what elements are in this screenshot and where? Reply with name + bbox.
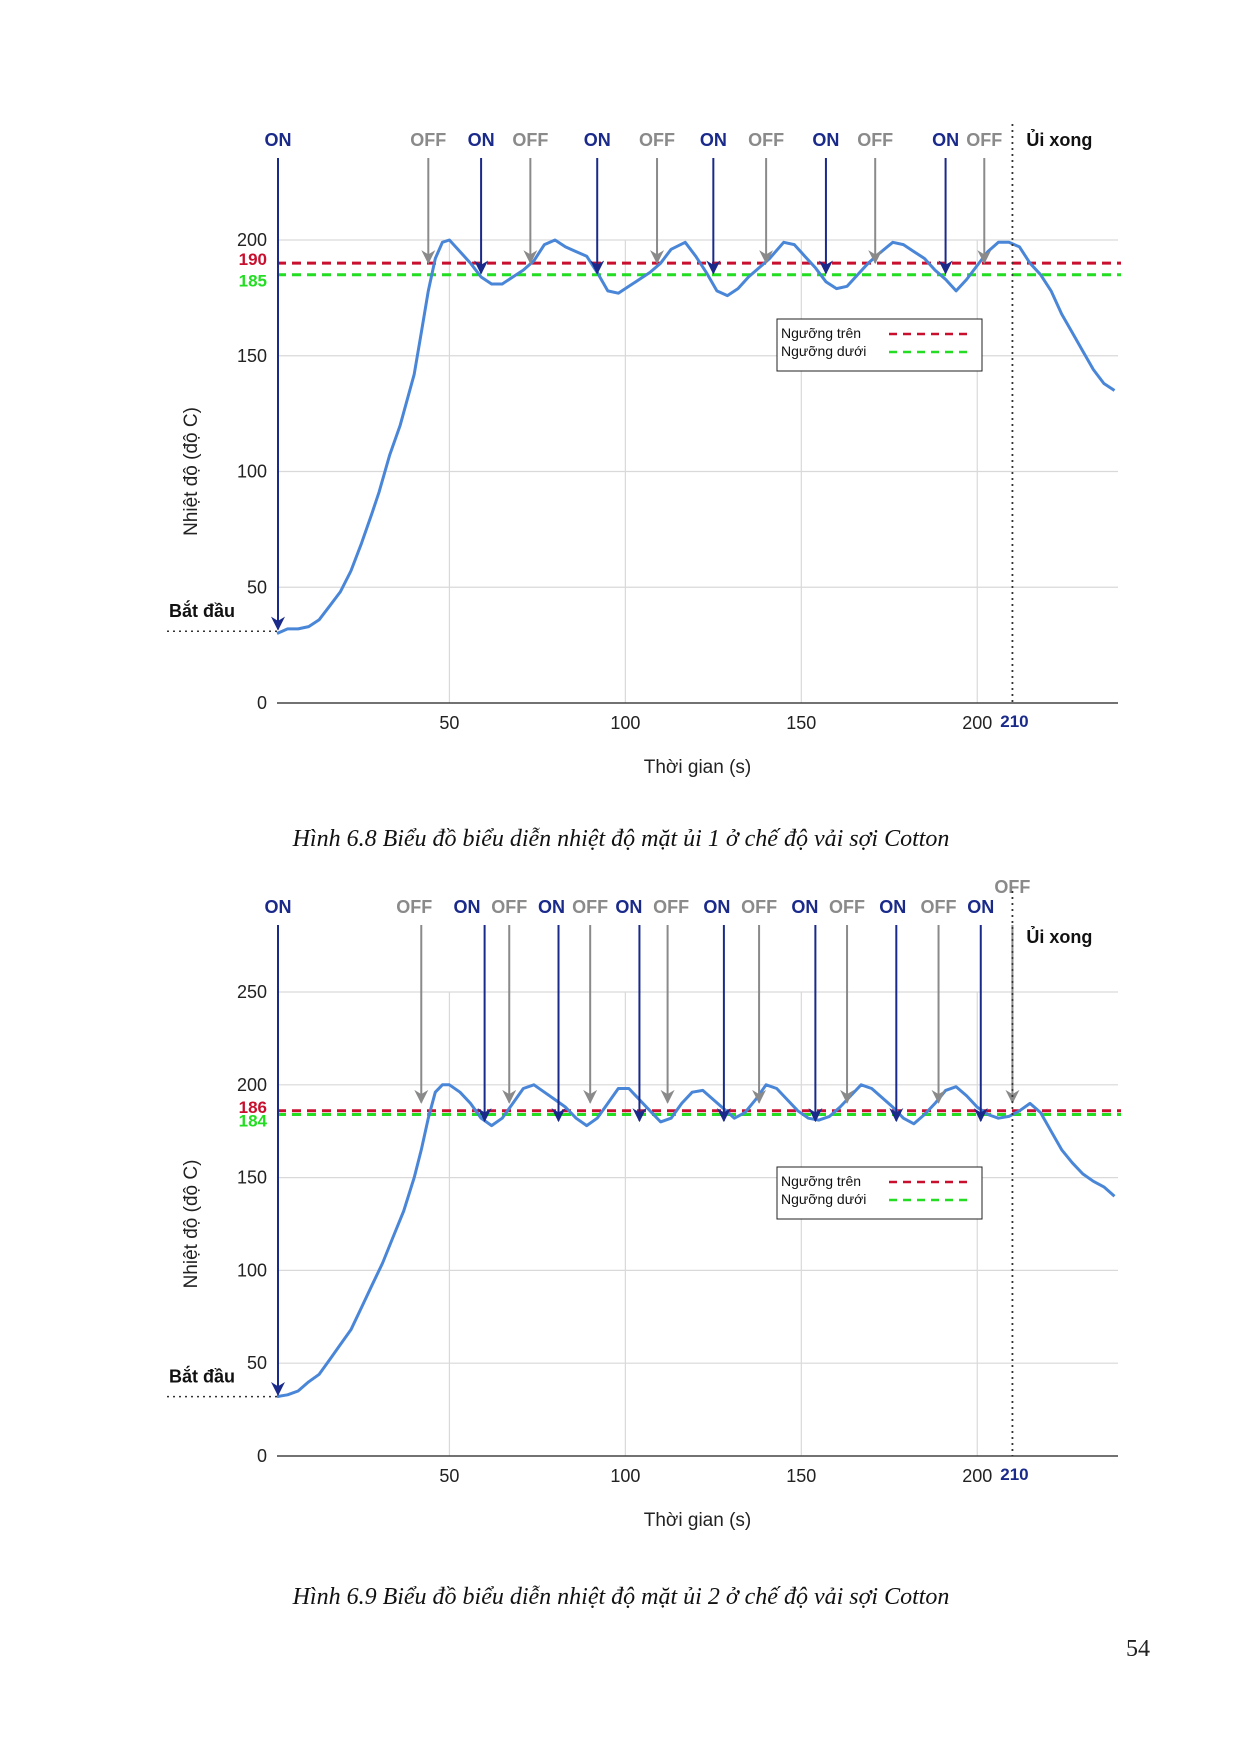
event-label-off: OFF	[994, 877, 1030, 897]
finish-label: Ủi xong	[1026, 129, 1092, 150]
event-label-on: ON	[584, 130, 611, 150]
temperature-curve	[276, 1083, 1116, 1399]
event-label-off: OFF	[857, 130, 893, 150]
legend: Ngưỡng trên Ngưỡng dưới	[776, 1166, 983, 1220]
legend-box	[776, 318, 983, 372]
event-label-off: OFF	[748, 130, 784, 150]
y-tick-label: 150	[237, 346, 267, 366]
y-tick-label: 150	[237, 1168, 267, 1188]
y-tick-label: 0	[257, 693, 267, 713]
end-time-label: 210	[1000, 1465, 1028, 1484]
legend-upper-label: Ngưỡng trên	[781, 1173, 861, 1189]
temperature-curve	[276, 238, 1116, 635]
event-label-on: ON	[615, 897, 642, 917]
x-tick-label: 200	[962, 1466, 992, 1486]
legend-box	[776, 1166, 983, 1220]
finish-label: Ủi xong	[1026, 926, 1092, 947]
y-tick-label: 50	[247, 1353, 267, 1373]
event-label-off: OFF	[512, 130, 548, 150]
lower-threshold-label: 184	[239, 1111, 268, 1130]
event-label-on: ON	[468, 130, 495, 150]
page-number: 54	[1126, 1636, 1150, 1662]
figure-caption-6-9: Hình 6.9 Biểu đồ biểu diễn nhiệt độ mặt …	[292, 1584, 950, 1610]
event-label-on: ON	[879, 897, 906, 917]
legend-upper-label: Ngưỡng trên	[781, 325, 861, 341]
legend-lower-label: Ngưỡng dưới	[781, 343, 866, 359]
chart-figure-6-9: 0 50 100 150 200 250 50 100 150 200 Thời gian (s) N…	[167, 877, 1121, 1531]
event-label-on: ON	[454, 897, 481, 917]
start-label: Bắt đầu	[169, 600, 235, 621]
legend: Ngưỡng trên Ngưỡng dưới	[776, 318, 983, 372]
y-tick-label: 0	[257, 1446, 267, 1466]
event-label-off: OFF	[410, 130, 446, 150]
x-tick-label: 150	[786, 713, 816, 733]
event-label-off: OFF	[639, 130, 675, 150]
legend-lower-label: Ngưỡng dưới	[781, 1191, 866, 1207]
event-label-initial-on: ON	[265, 897, 292, 917]
event-label-off: OFF	[966, 130, 1002, 150]
start-label: Bắt đầu	[169, 1366, 235, 1387]
upper-threshold-label: 186	[239, 1098, 267, 1117]
x-tick-label: 50	[439, 1466, 459, 1486]
x-axis-title: Thời gian (s)	[644, 1510, 752, 1531]
y-tick-label: 250	[237, 982, 267, 1002]
event-label-off: OFF	[921, 897, 957, 917]
chart-figure-6-8: 0 50 100 150 200 50 100 150 200 Thời gian (s) Nhiệ…	[167, 124, 1121, 778]
x-tick-label: 150	[786, 1466, 816, 1486]
event-label-on: ON	[791, 897, 818, 917]
x-tick-label: 100	[610, 713, 640, 733]
event-label-on: ON	[703, 897, 730, 917]
x-tick-label: 200	[962, 713, 992, 733]
event-label-off: OFF	[572, 897, 608, 917]
event-label-off: OFF	[396, 897, 432, 917]
x-tick-label: 100	[610, 1466, 640, 1486]
y-tick-label: 50	[247, 577, 267, 597]
figure-caption-6-8: Hình 6.8 Biểu đồ biểu diễn nhiệt độ mặt …	[292, 826, 950, 852]
event-label-off: OFF	[741, 897, 777, 917]
y-tick-label: 200	[237, 1075, 267, 1095]
x-axis-title: Thời gian (s)	[644, 757, 752, 778]
upper-threshold-label: 190	[239, 250, 267, 269]
event-label-off: OFF	[829, 897, 865, 917]
end-time-label: 210	[1000, 712, 1028, 731]
event-label-on: ON	[700, 130, 727, 150]
event-label-on: ON	[812, 130, 839, 150]
y-tick-label: 200	[237, 230, 267, 250]
y-tick-label: 100	[237, 462, 267, 482]
y-tick-label: 100	[237, 1260, 267, 1280]
event-label-off: OFF	[653, 897, 689, 917]
event-label-on: ON	[538, 897, 565, 917]
y-axis-title: Nhiệt độ (độ C)	[181, 407, 202, 536]
event-label-on: ON	[967, 897, 994, 917]
event-label-initial-on: ON	[265, 130, 292, 150]
x-tick-label: 50	[439, 713, 459, 733]
event-label-off: OFF	[491, 897, 527, 917]
y-axis-title: Nhiệt độ (độ C)	[181, 1160, 202, 1289]
lower-threshold-label: 185	[239, 272, 267, 291]
event-label-on: ON	[932, 130, 959, 150]
